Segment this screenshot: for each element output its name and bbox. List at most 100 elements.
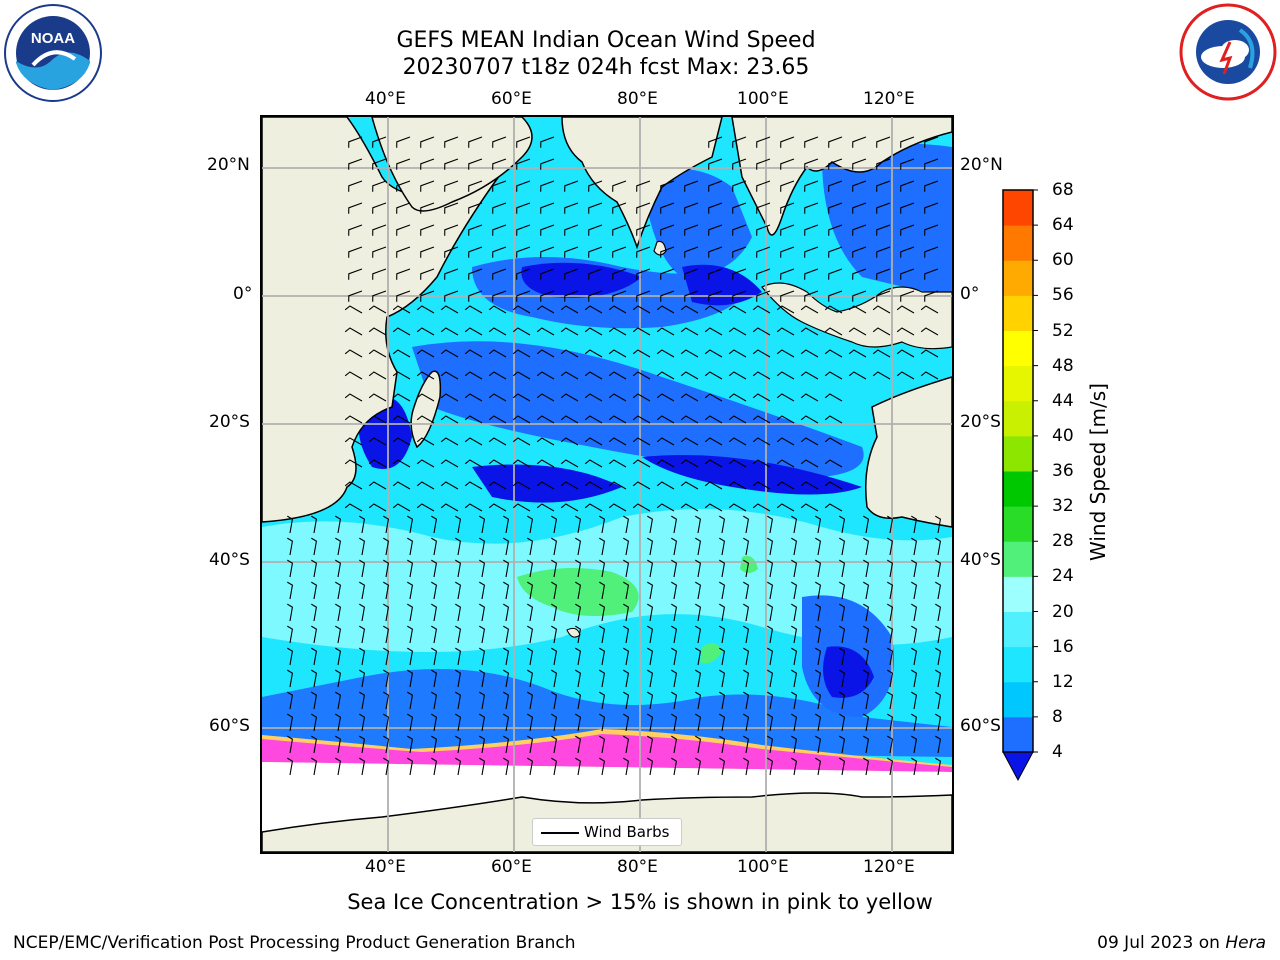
wind-barb — [584, 349, 603, 358]
wind-barb — [935, 625, 942, 644]
wind-barb — [407, 603, 414, 622]
wind-barb — [512, 437, 531, 446]
wind-barbs — [287, 136, 942, 776]
wind-barb — [656, 415, 675, 424]
wind-barb — [488, 415, 507, 424]
wind-barb — [911, 647, 918, 666]
wind-barb — [492, 202, 507, 214]
wind-barb — [464, 459, 483, 468]
wind-barb — [368, 349, 387, 358]
wind-barb — [599, 559, 606, 578]
wind-barb — [599, 647, 606, 666]
wind-barb — [551, 603, 558, 622]
wind-barb — [287, 603, 294, 622]
wind-barb — [468, 290, 483, 302]
footer-producer: NCEP/EMC/Verification Post Processing Pr… — [13, 933, 576, 953]
colorbar-band — [1003, 190, 1033, 226]
wind-barb — [660, 268, 675, 280]
wind-barb — [935, 713, 942, 732]
wind-barb — [359, 581, 366, 600]
wind-barb — [560, 459, 579, 468]
wind-barb — [780, 158, 795, 170]
wind-barb — [464, 415, 483, 424]
wind-barb — [824, 415, 843, 424]
wind-barb — [839, 713, 846, 732]
wind-barb — [924, 202, 939, 214]
wind-barb — [420, 246, 435, 258]
wind-barb — [311, 515, 318, 534]
wind-barb — [839, 669, 846, 688]
wind-barb — [804, 180, 819, 192]
wind-barb — [407, 537, 414, 556]
wind-barb — [407, 691, 414, 710]
colorbar-band — [1003, 435, 1033, 472]
wind-barb — [516, 158, 531, 170]
wind-barb — [815, 581, 822, 600]
wind-barb — [647, 581, 654, 600]
wind-barb — [695, 581, 702, 600]
wind-barb — [551, 713, 558, 732]
wind-barb — [800, 305, 819, 314]
wind-barb — [623, 647, 630, 666]
wind-barb — [776, 327, 795, 336]
wind-barb — [444, 136, 459, 148]
wind-patch-subtropic-west — [472, 464, 622, 503]
wind-barb — [695, 669, 702, 688]
wind-barb — [287, 713, 294, 732]
wind-barb — [887, 713, 894, 732]
wind-barb — [684, 202, 699, 214]
wind-barb — [824, 503, 843, 512]
wind-patch-low-center — [823, 646, 874, 698]
wind-patch-southern-band — [262, 669, 952, 757]
wind-barb — [632, 393, 651, 402]
wind-barb — [671, 735, 678, 754]
wind-barb — [704, 437, 723, 446]
wind-barb — [455, 515, 462, 534]
wind-barb — [512, 503, 531, 512]
colorbar-tick-label: 20 — [1052, 601, 1074, 622]
wind-barb — [743, 713, 750, 732]
wind-barb — [479, 713, 486, 732]
wind-barb — [887, 625, 894, 644]
wind-barb — [444, 158, 459, 170]
lat-tick-right-20s: 20°S — [960, 412, 1001, 432]
wind-barb — [492, 158, 507, 170]
wind-barb — [396, 202, 411, 214]
wind-barb — [503, 625, 510, 644]
wind-barb — [935, 647, 942, 666]
wind-barb — [560, 481, 579, 490]
colorbar-tick-label: 8 — [1052, 706, 1063, 727]
wind-barb — [776, 459, 795, 468]
wind-barb — [776, 349, 795, 358]
lon-tick-top-100e: 100°E — [737, 89, 789, 109]
wind-barb — [872, 349, 891, 358]
arabia-landmass — [371, 117, 533, 212]
wind-barb — [719, 581, 726, 600]
wind-barb — [684, 224, 699, 236]
colorbar-tick-label: 48 — [1052, 355, 1074, 376]
wind-barb — [623, 669, 630, 688]
wind-barb — [368, 393, 387, 402]
lon-tick-bottom-60e: 60°E — [491, 857, 532, 877]
wind-barb — [752, 459, 771, 468]
wind-barb — [815, 537, 822, 556]
wind-barb — [647, 515, 654, 534]
wind-patch-pacific — [822, 143, 952, 297]
wind-barb — [848, 327, 867, 336]
wind-barb — [911, 691, 918, 710]
wind-barb — [935, 537, 942, 556]
wind-barb — [455, 559, 462, 578]
wind-barb — [440, 327, 459, 336]
wind-barb — [564, 246, 579, 258]
wind-barb — [743, 691, 750, 710]
wind-barb — [900, 202, 915, 214]
colorbar-extend-arrow — [1002, 751, 1034, 782]
wind-barb — [636, 202, 651, 214]
wind-barb — [920, 305, 939, 314]
wind-barb — [540, 290, 555, 302]
indonesia-islands — [761, 282, 952, 350]
wind-barb — [588, 180, 603, 192]
wind-barb — [368, 327, 387, 336]
colorbar-band — [1003, 471, 1033, 507]
lat-tick-left-60s: 60°S — [209, 716, 250, 736]
